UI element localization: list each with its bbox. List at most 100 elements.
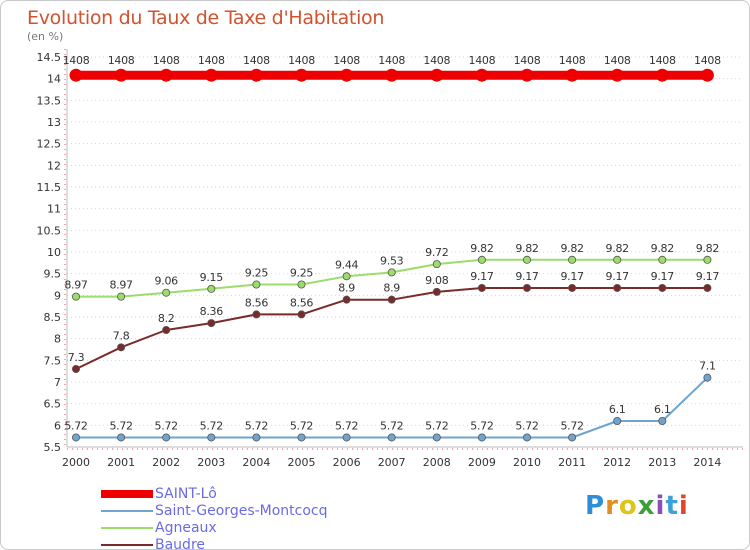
x-tick-label: 2007: [378, 456, 406, 469]
data-point: [523, 433, 532, 442]
x-tick-label: 2004: [242, 456, 270, 469]
data-label: 8.97: [109, 279, 133, 292]
data-point: [703, 283, 712, 292]
data-label: 8.97: [64, 279, 88, 292]
data-label: 9.17: [696, 270, 720, 283]
legend-item: Baudre: [101, 536, 328, 550]
data-point: [114, 68, 128, 82]
legend-swatch: [101, 543, 153, 546]
data-point: [475, 68, 489, 82]
data-label: 8.36: [200, 305, 224, 318]
x-tick-label: 2003: [197, 456, 225, 469]
data-point: [613, 416, 622, 425]
data-label: 5.72: [290, 419, 313, 432]
data-label: 5.72: [470, 419, 493, 432]
data-point: [477, 255, 486, 264]
y-tick-label: 13.5: [37, 94, 62, 107]
data-point: [700, 68, 714, 82]
data-point: [385, 68, 399, 82]
logo-letter: o: [618, 491, 638, 521]
data-label: 1408: [153, 54, 180, 67]
data-point: [342, 433, 351, 442]
data-label: 8.9: [338, 282, 355, 295]
x-tick-label: 2006: [333, 456, 361, 469]
data-point: [207, 319, 216, 328]
y-tick-label: 7.5: [44, 354, 62, 367]
data-point: [297, 433, 306, 442]
data-label: 9.15: [200, 271, 224, 284]
data-point: [162, 288, 171, 297]
x-tick-label: 2000: [62, 456, 90, 469]
data-label: 5.72: [560, 419, 583, 432]
data-label: 9.17: [560, 270, 584, 283]
data-point: [117, 292, 126, 301]
y-tick-label: 11.5: [37, 181, 62, 194]
data-label: 9.06: [155, 275, 179, 288]
legend-swatch: [101, 509, 153, 512]
data-point: [72, 433, 81, 442]
data-point: [703, 373, 712, 382]
data-label: 1408: [514, 54, 541, 67]
chart-unit: (en %): [27, 30, 64, 43]
data-label: 5.72: [245, 419, 268, 432]
y-tick-label: 12: [47, 159, 61, 172]
y-tick-label: 11: [47, 203, 61, 216]
data-label: 5.72: [425, 419, 448, 432]
data-point: [252, 280, 261, 289]
legend-item: SAINT-Lô: [101, 485, 328, 502]
data-point: [477, 433, 486, 442]
data-label: 1408: [694, 54, 721, 67]
legend-item: Agneaux: [101, 519, 328, 536]
data-point: [342, 295, 351, 304]
data-point: [565, 68, 579, 82]
data-label: 1408: [198, 54, 225, 67]
chart-title: Evolution du Taux de Taxe d'Habitation: [27, 7, 385, 29]
logo-letter: x: [637, 491, 656, 521]
data-label: 9.17: [651, 270, 675, 283]
data-label: 1408: [423, 54, 450, 67]
data-label: 9.17: [470, 270, 494, 283]
data-point: [249, 68, 263, 82]
data-point: [432, 260, 441, 269]
legend-swatch: [101, 489, 153, 498]
y-tick-label: 8: [54, 333, 61, 346]
data-point: [159, 68, 173, 82]
data-point: [568, 255, 577, 264]
data-point: [72, 364, 81, 373]
data-label: 9.82: [696, 242, 719, 255]
data-label: 9.25: [290, 267, 314, 280]
data-point: [658, 283, 667, 292]
x-tick-label: 2002: [152, 456, 180, 469]
data-label: 9.08: [425, 274, 449, 287]
proxiti-logo: Proxiti: [585, 491, 689, 521]
data-point: [69, 68, 83, 82]
data-label: 1408: [243, 54, 270, 67]
data-label: 9.82: [560, 242, 583, 255]
data-label: 5.72: [380, 419, 403, 432]
data-label: 1408: [333, 54, 360, 67]
data-point: [523, 283, 532, 292]
data-label: 1408: [649, 54, 676, 67]
data-point: [477, 283, 486, 292]
data-point: [568, 433, 577, 442]
data-point: [207, 433, 216, 442]
data-label: 9.17: [515, 270, 539, 283]
data-point: [252, 433, 261, 442]
logo-letter: P: [585, 491, 606, 521]
data-point: [162, 433, 171, 442]
data-point: [295, 68, 308, 82]
y-tick-label: 9.5: [44, 268, 62, 281]
y-tick-label: 6.5: [44, 398, 62, 411]
y-tick-label: 6: [54, 419, 61, 432]
data-label: 1408: [378, 54, 405, 67]
data-point: [72, 292, 81, 301]
x-tick-label: 2010: [513, 456, 541, 469]
data-point: [610, 68, 624, 82]
x-tick-label: 2001: [107, 456, 135, 469]
data-point: [432, 287, 441, 296]
data-point: [387, 268, 396, 277]
data-label: 5.72: [335, 419, 358, 432]
data-label: 9.53: [380, 254, 404, 267]
legend-label: Baudre: [155, 536, 206, 550]
data-point: [340, 68, 354, 82]
